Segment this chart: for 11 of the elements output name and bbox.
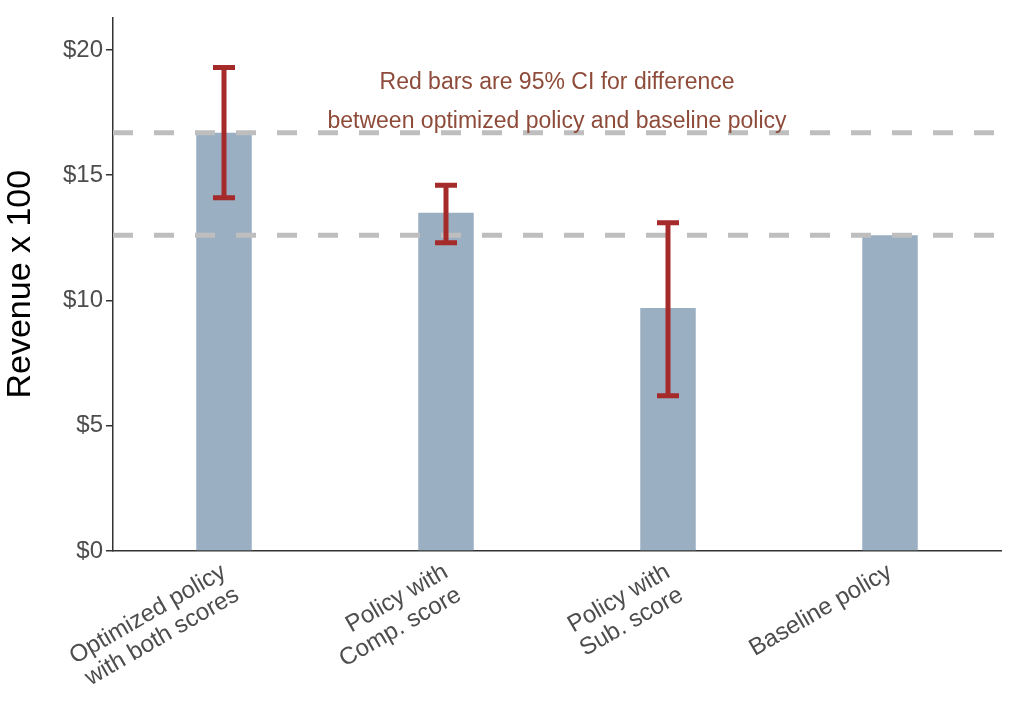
bar [196, 132, 252, 551]
y-tick-label: $10 [62, 285, 103, 313]
bar [640, 308, 696, 551]
y-tick-label: $20 [62, 34, 103, 62]
bar [418, 212, 474, 551]
annotation: Red bars are 95% CI for difference between optimized policy and baseline policy [327, 67, 787, 133]
y-tick-label: $0 [76, 535, 103, 563]
y-tick-label: $5 [76, 410, 103, 438]
bar [862, 235, 918, 551]
y-tick-label: $15 [62, 159, 103, 187]
y-axis-title: Revenue x 100 [0, 169, 37, 399]
